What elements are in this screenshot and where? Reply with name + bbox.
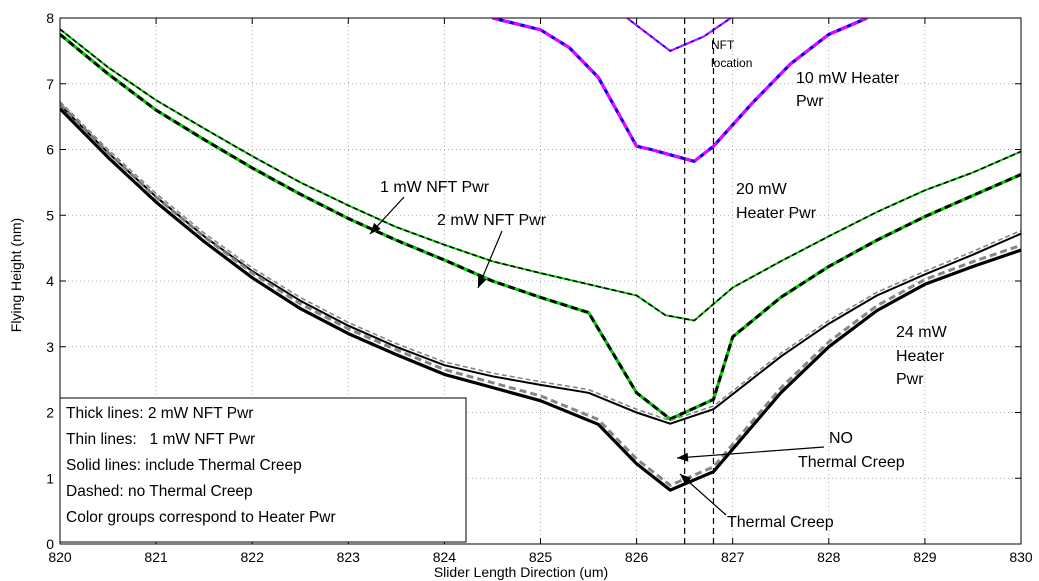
y-tick-label: 5 [46, 207, 54, 223]
nft-location-label-line2: location [711, 56, 752, 70]
x-tick-label: 821 [144, 549, 168, 565]
legend-line-4: Dashed: no Thermal Creep [66, 483, 253, 500]
series-10mw-nft2mw-no-creep [492, 18, 868, 163]
x-tick-label: 826 [625, 549, 649, 565]
nft-location-lines [684, 18, 715, 544]
y-tick-label: 8 [46, 10, 54, 26]
creep-arrow [679, 473, 727, 516]
no-creep-label-line1: NO [829, 430, 853, 447]
y-tick-label: 3 [46, 339, 54, 355]
heater-24-label-line1: 24 mW [896, 324, 948, 341]
x-tick-label: 827 [721, 549, 745, 565]
heater-10-label-line1: 10 mW Heater [796, 70, 900, 87]
nft-1-arrow [369, 196, 405, 235]
series-20mw-nft1mw-no-creep [60, 28, 1021, 322]
heater-20-label-line1: 20 mW [736, 181, 788, 198]
x-tick-label: 825 [529, 549, 553, 565]
y-tick-label: 1 [46, 470, 54, 486]
series-24mw-nft1mw-no-creep [60, 101, 1021, 422]
series-10mw-nft1mw-no-creep [626, 18, 732, 52]
series-10mw-nft2mw-creep [492, 18, 868, 163]
heater-24-label-line2: Heater [896, 348, 945, 365]
y-axis-label: Flying Height (nm) [8, 218, 24, 332]
x-tick-label: 828 [817, 549, 841, 565]
series-24mw-nft1mw-creep [60, 104, 1021, 425]
nft-2-label: 2 mW NFT Pwr [437, 212, 547, 229]
y-tick-label: 4 [46, 273, 54, 289]
legend-line-2: Thin lines: 1 mW NFT Pwr [66, 431, 255, 448]
series-lines [60, 18, 1021, 492]
legend-line-5: Color groups correspond to Heater Pwr [66, 509, 336, 526]
annotation-arrows [369, 196, 825, 516]
x-tick-label: 820 [48, 549, 72, 565]
series-24mw-nft2mw-creep [60, 107, 1021, 492]
nft-2-arrow [477, 230, 503, 289]
legend-box [59, 397, 467, 543]
heater-10-label-line2: Pwr [796, 93, 824, 110]
creep-label: Thermal Creep [727, 514, 834, 531]
no-creep-arrow [676, 446, 825, 462]
x-tick-label: 823 [337, 549, 361, 565]
x-tick-label: 830 [1009, 549, 1033, 565]
heater-24-label-line3: Pwr [896, 371, 924, 388]
x-tick-label: 822 [241, 549, 265, 565]
x-axis-label: Slider Length Direction (um) [434, 564, 608, 580]
legend: Thick lines: 2 mW NFT Pwr Thin lines: 1 … [59, 397, 467, 543]
y-tick-label: 2 [46, 405, 54, 421]
x-tick-label: 829 [913, 549, 937, 565]
nft-1-label: 1 mW NFT Pwr [380, 179, 490, 196]
y-tick-label: 6 [46, 142, 54, 158]
y-tick-label: 0 [46, 536, 54, 552]
y-tick-label: 7 [46, 76, 54, 92]
legend-line-1: Thick lines: 2 mW NFT Pwr [66, 405, 253, 422]
legend-line-3: Solid lines: include Thermal Creep [66, 457, 302, 474]
nft-location-label-line1: NFT [711, 38, 735, 52]
x-tick-label: 824 [433, 549, 457, 565]
series-20mw-nft2mw-no-creep [60, 33, 1021, 421]
heater-20-label-line2: Heater Pwr [736, 205, 817, 222]
no-creep-label-line2: Thermal Creep [798, 454, 905, 471]
axis-ticks: 820 821 822 823 824 825 826 827 828 829 830 0 1 2 3 4 5 6… [46, 10, 1033, 565]
plot-frame [59, 17, 1022, 545]
